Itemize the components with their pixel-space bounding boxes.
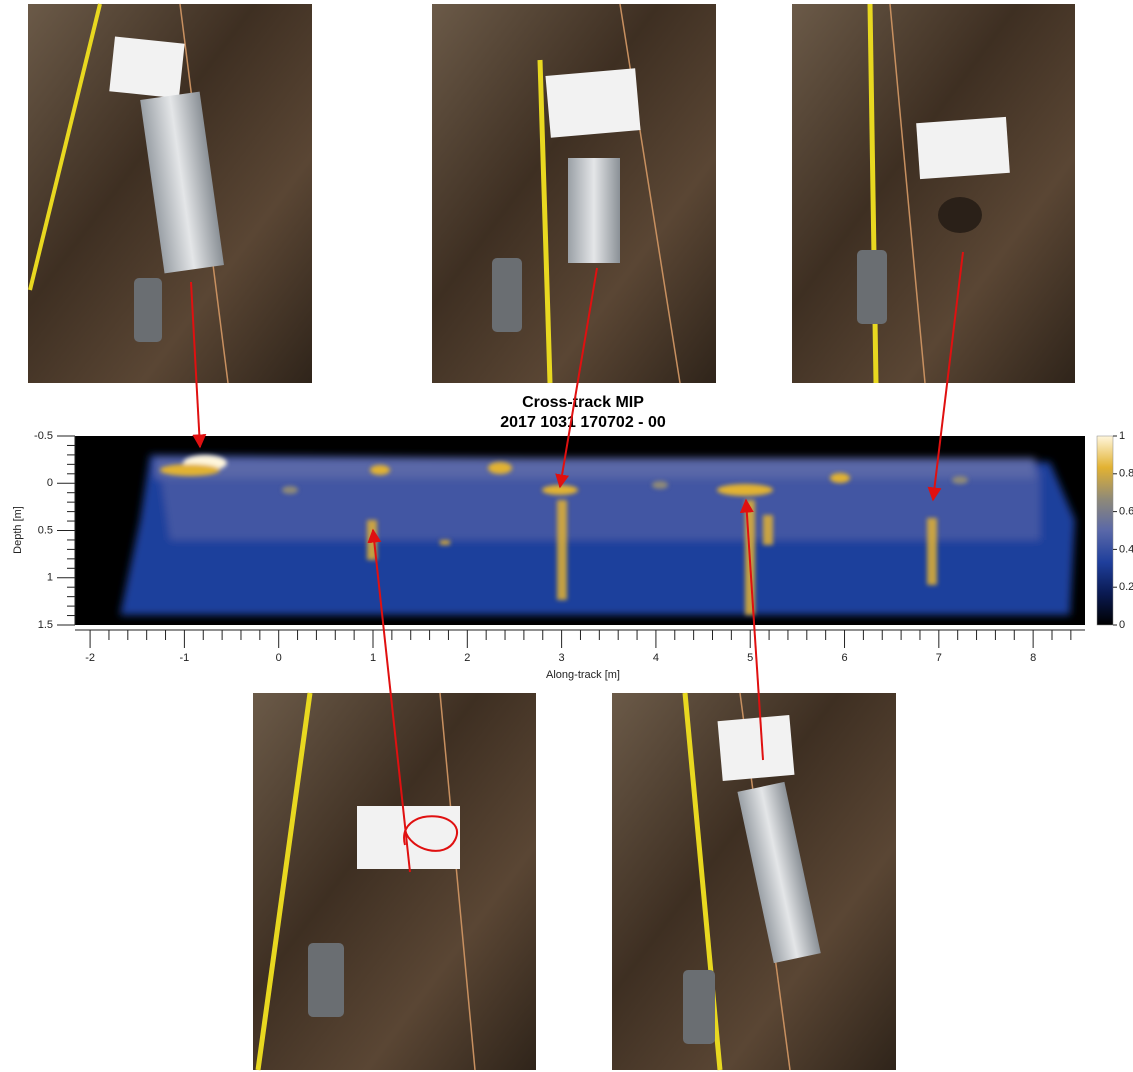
photo <box>612 693 896 1070</box>
y-tick-label: 0.5 <box>38 524 53 536</box>
x-tick-label: -2 <box>85 652 95 664</box>
plot: -0.5 0 0.5 1 1.5 -2 -1 0 1 2 3 4 5 6 7 8 0 0.2 0.4 0.6 0.8 1 <box>34 430 1133 664</box>
photo <box>253 693 536 1070</box>
x-tick-label: 8 <box>1030 652 1036 664</box>
heatmap-band <box>155 458 1035 478</box>
heatmap-highlight <box>370 465 390 475</box>
heatmap-image <box>75 436 1085 625</box>
x-tick-label: 6 <box>841 652 847 664</box>
colorbar-tick-label: 0.8 <box>1119 468 1133 480</box>
x-tick-label: 1 <box>370 652 376 664</box>
page: Cross-track MIP 2017 1031 170702 - 00 Al… <box>0 0 1133 1072</box>
heatmap-region <box>160 470 1040 540</box>
heatmap-highlight <box>952 476 968 484</box>
x-tick-label: 7 <box>936 652 942 664</box>
x-tick-label: -1 <box>180 652 190 664</box>
heatmap-highlight <box>488 462 512 474</box>
heatmap-highlight <box>652 481 668 489</box>
x-tick-label: 3 <box>559 652 565 664</box>
colorbar <box>1097 436 1113 625</box>
y-tick-label: 0 <box>47 477 53 489</box>
colorbar-tick-label: 0.2 <box>1119 581 1133 593</box>
y-axis-label: Depth [m] <box>12 506 24 554</box>
heatmap-column <box>440 540 450 545</box>
heatmap-column <box>557 500 567 600</box>
heatmap-highlight <box>160 464 220 476</box>
x-tick-label: 0 <box>276 652 282 664</box>
x-tick-label: 4 <box>653 652 659 664</box>
y-tick-label: 1.5 <box>38 619 53 631</box>
heatmap-column <box>763 515 773 545</box>
colorbar-tick-label: 1 <box>1119 430 1125 442</box>
colorbar-tick-label: 0 <box>1119 619 1125 631</box>
colorbar-tick-label: 0.4 <box>1119 543 1133 555</box>
x-axis-label: Along-track [m] <box>546 669 620 681</box>
heatmap-column <box>927 518 937 585</box>
heatmap-highlight <box>282 486 298 494</box>
chart-subtitle: 2017 1031 170702 - 00 <box>500 414 666 431</box>
y-tick-label: -0.5 <box>34 430 53 442</box>
y-tick-label: 1 <box>47 572 53 584</box>
photo <box>792 4 1075 383</box>
x-tick-label: 2 <box>464 652 470 664</box>
figure: Cross-track MIP 2017 1031 170702 - 00 Al… <box>0 0 1133 1072</box>
colorbar-tick-label: 0.6 <box>1119 506 1133 518</box>
x-tick-label: 5 <box>747 652 753 664</box>
photo <box>28 4 312 383</box>
heatmap-highlight <box>717 484 773 496</box>
photo <box>432 4 716 383</box>
heatmap-highlight <box>830 473 850 483</box>
chart-title: Cross-track MIP <box>522 394 644 411</box>
